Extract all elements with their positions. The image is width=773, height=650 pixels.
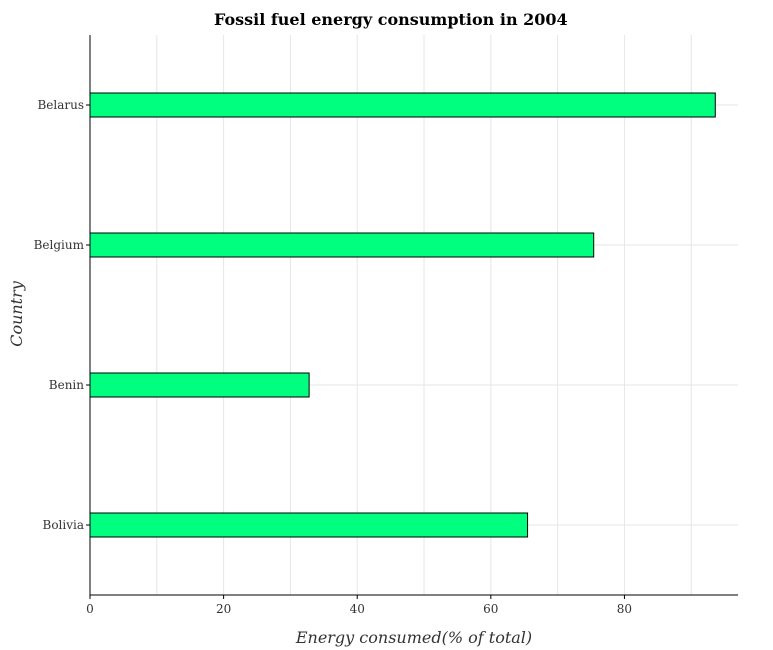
chart-title: Fossil fuel energy consumption in 2004 — [214, 10, 568, 29]
x-ticks: 0 20 40 60 80 — [86, 595, 632, 616]
x-tick-label: 40 — [350, 602, 365, 616]
x-tick-label: 20 — [216, 602, 231, 616]
bar-bolivia — [89, 512, 529, 538]
x-tick-label: 60 — [483, 602, 498, 616]
bars — [89, 92, 716, 538]
y-axis-label: Country — [7, 280, 26, 347]
x-axis-label: Energy consumed(% of total) — [295, 628, 532, 647]
axes — [89, 35, 738, 596]
x-tick-label: 80 — [617, 602, 632, 616]
y-ticks: Belarus Belgium Benin Bolivia — [34, 98, 90, 532]
x-tick-label: 0 — [86, 602, 94, 616]
y-tick-label: Belarus — [37, 98, 84, 112]
bar-benin — [89, 372, 310, 398]
y-tick-label: Bolivia — [43, 518, 85, 532]
y-tick-label: Belgium — [34, 238, 85, 252]
grid — [89, 35, 738, 595]
y-tick-label: Benin — [49, 378, 84, 392]
bar-belarus — [89, 92, 716, 118]
bar-belgium — [89, 232, 595, 258]
